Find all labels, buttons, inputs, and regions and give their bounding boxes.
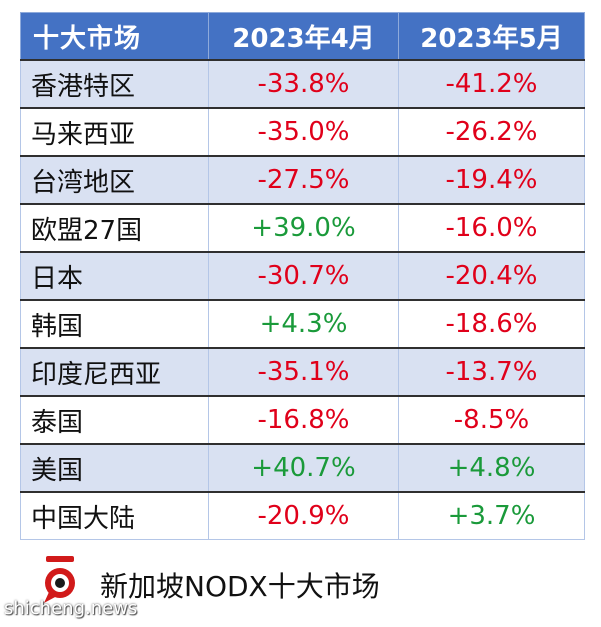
table-row: 泰国 -16.8% -8.5% [20, 395, 585, 445]
table-row: 美国 +40.7% +4.8% [20, 443, 585, 493]
header-row: 十大市场 2023年4月 2023年5月 [20, 12, 585, 61]
april-value: -30.7% [208, 251, 399, 301]
market-name: 马来西亚 [20, 107, 209, 157]
watermark-text: shicheng.news [4, 598, 138, 619]
table-row: 马来西亚 -35.0% -26.2% [20, 107, 585, 157]
header-april: 2023年4月 [208, 12, 399, 61]
market-name: 韩国 [20, 299, 209, 349]
table-row: 韩国 +4.3% -18.6% [20, 299, 585, 349]
market-name: 香港特区 [20, 59, 209, 109]
header-may: 2023年5月 [398, 12, 585, 61]
april-value: -33.8% [208, 59, 399, 109]
april-value: -20.9% [208, 491, 399, 540]
april-value: -16.8% [208, 395, 399, 445]
april-value: +39.0% [208, 203, 399, 253]
table-row: 欧盟27国 +39.0% -16.0% [20, 203, 585, 253]
market-name: 美国 [20, 443, 209, 493]
may-value: -18.6% [398, 299, 585, 349]
may-value: -8.5% [398, 395, 585, 445]
may-value: -41.2% [398, 59, 585, 109]
header-market: 十大市场 [20, 12, 209, 61]
market-name: 印度尼西亚 [20, 347, 209, 397]
table-row: 香港特区 -33.8% -41.2% [20, 59, 585, 109]
may-value: +4.8% [398, 443, 585, 493]
may-value: +3.7% [398, 491, 585, 540]
market-name: 日本 [20, 251, 209, 301]
may-value: -13.7% [398, 347, 585, 397]
market-name: 欧盟27国 [20, 203, 209, 253]
may-value: -19.4% [398, 155, 585, 205]
market-name: 中国大陆 [20, 491, 209, 540]
table-row: 中国大陆 -20.9% +3.7% [20, 491, 585, 540]
table-row: 印度尼西亚 -35.1% -13.7% [20, 347, 585, 397]
red-speech-bubble-logo-icon [44, 556, 75, 603]
market-name: 泰国 [20, 395, 209, 445]
april-value: -35.0% [208, 107, 399, 157]
april-value: +40.7% [208, 443, 399, 493]
may-value: -20.4% [398, 251, 585, 301]
table-row: 台湾地区 -27.5% -19.4% [20, 155, 585, 205]
april-value: +4.3% [208, 299, 399, 349]
nodx-table: 十大市场 2023年4月 2023年5月 香港特区 -33.8% -41.2% … [20, 12, 585, 540]
table-row: 日本 -30.7% -20.4% [20, 251, 585, 301]
may-value: -16.0% [398, 203, 585, 253]
footer-title: 新加坡NODX十大市场 [100, 570, 380, 603]
may-value: -26.2% [398, 107, 585, 157]
april-value: -35.1% [208, 347, 399, 397]
market-name: 台湾地区 [20, 155, 209, 205]
april-value: -27.5% [208, 155, 399, 205]
